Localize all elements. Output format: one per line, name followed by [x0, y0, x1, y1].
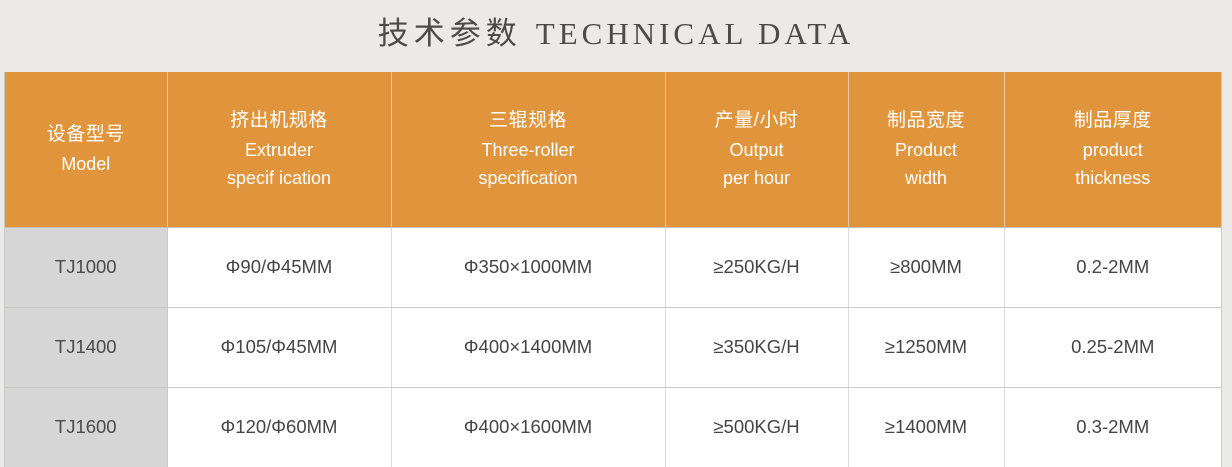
column-header-output: 产量/小时 Output per hour	[665, 72, 849, 228]
column-header-three-roller-en-line1: Three-roller	[481, 140, 575, 161]
cell-product-thickness: 0.3-2MM	[1004, 387, 1221, 467]
table-header-row: 设备型号 Model 挤出机规格 Extruder specif ication…	[5, 72, 1221, 228]
cell-extruder: Φ90/Φ45MM	[167, 227, 392, 308]
column-header-output-cn: 产量/小时	[714, 110, 799, 132]
table-row: TJ1400 Φ105/Φ45MM Φ400×1400MM ≥350KG/H ≥…	[5, 307, 1221, 388]
cell-three-roller: Φ400×1400MM	[391, 307, 666, 388]
cell-extruder: Φ105/Φ45MM	[167, 307, 392, 388]
cell-output: ≥250KG/H	[665, 227, 849, 308]
table-row: TJ1000 Φ90/Φ45MM Φ350×1000MM ≥250KG/H ≥8…	[5, 227, 1221, 308]
page-title: 技术参数 TECHNICAL DATA	[0, 14, 1232, 54]
cell-product-width: ≥1400MM	[848, 387, 1005, 467]
column-header-product-width: 制品宽度 Product width	[848, 72, 1005, 228]
column-header-model: 设备型号 Model	[5, 72, 168, 228]
column-header-three-roller-cn: 三辊规格	[488, 110, 567, 132]
column-header-three-roller: 三辊规格 Three-roller specification	[391, 72, 666, 228]
table-header: 设备型号 Model 挤出机规格 Extruder specif ication…	[5, 72, 1221, 228]
column-header-extruder-en-line2: specif ication	[226, 168, 332, 189]
column-header-model-en: Model	[61, 154, 111, 175]
page-title-chinese: 技术参数	[377, 16, 522, 51]
cell-model: TJ1400	[5, 307, 168, 388]
column-header-product-thickness: 制品厚度 product thickness	[1004, 72, 1221, 228]
column-header-product-thickness-en-line2: thickness	[1075, 168, 1151, 189]
technical-data-table-wrapper: 设备型号 Model 挤出机规格 Extruder specif ication…	[4, 72, 1222, 467]
column-header-product-thickness-en-line1: product	[1082, 140, 1143, 161]
cell-product-thickness: 0.2-2MM	[1004, 227, 1221, 308]
cell-output: ≥350KG/H	[665, 307, 849, 388]
column-header-extruder: 挤出机规格 Extruder specif ication	[167, 72, 392, 228]
page-title-english: TECHNICAL DATA	[535, 16, 855, 51]
column-header-product-width-cn: 制品宽度	[886, 110, 965, 132]
table-row: TJ1600 Φ120/Φ60MM Φ400×1600MM ≥500KG/H ≥…	[5, 387, 1221, 467]
cell-model: TJ1600	[5, 387, 168, 467]
column-header-extruder-cn: 挤出机规格	[230, 110, 328, 132]
cell-product-width: ≥1250MM	[848, 307, 1005, 388]
cell-product-width: ≥800MM	[848, 227, 1005, 308]
column-header-product-width-en-line1: Product	[894, 140, 958, 161]
cell-three-roller: Φ350×1000MM	[391, 227, 666, 308]
cell-model: TJ1000	[5, 227, 168, 308]
column-header-output-en-line2: per hour	[722, 168, 791, 189]
cell-output: ≥500KG/H	[665, 387, 849, 467]
column-header-product-thickness-cn: 制品厚度	[1073, 110, 1152, 132]
table-body: TJ1000 Φ90/Φ45MM Φ350×1000MM ≥250KG/H ≥8…	[5, 227, 1221, 467]
column-header-three-roller-en-line2: specification	[478, 168, 578, 189]
cell-product-thickness: 0.25-2MM	[1004, 307, 1221, 388]
column-header-extruder-en-line1: Extruder	[244, 140, 314, 161]
column-header-model-cn: 设备型号	[46, 124, 125, 146]
column-header-output-en-line1: Output	[729, 140, 784, 161]
column-header-product-width-en-line2: width	[904, 168, 948, 189]
technical-data-table: 设备型号 Model 挤出机规格 Extruder specif ication…	[5, 72, 1221, 467]
cell-extruder: Φ120/Φ60MM	[167, 387, 392, 467]
cell-three-roller: Φ400×1600MM	[391, 387, 666, 467]
